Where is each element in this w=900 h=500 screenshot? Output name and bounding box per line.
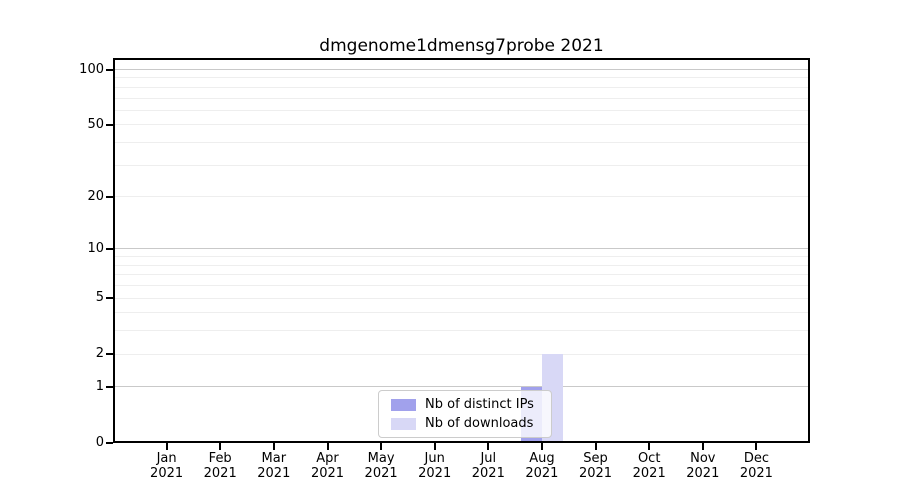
gridline-90 xyxy=(113,77,810,79)
legend-swatch-distinct-ips xyxy=(391,398,416,411)
legend: Nb of distinct IPs Nb of downloads xyxy=(378,390,552,438)
gridline-8 xyxy=(113,264,810,266)
x-tick-label-feb: Feb 2021 xyxy=(188,451,252,481)
gridline-100 xyxy=(113,69,810,70)
x-tick-label-sep: Sep 2021 xyxy=(564,451,628,481)
gridline-5 xyxy=(113,297,810,299)
x-tick-mark-oct xyxy=(648,443,651,450)
y-tick-label-5: 5 xyxy=(95,290,104,305)
y-tick-label-0: 0 xyxy=(95,435,104,450)
gridline-60 xyxy=(113,109,810,111)
gridline-30 xyxy=(113,164,810,166)
x-tick-label-jun: Jun 2021 xyxy=(403,451,467,481)
x-tick-year: 2021 xyxy=(632,466,666,481)
y-tick-mark-10 xyxy=(106,247,113,250)
gridline-20 xyxy=(113,196,810,198)
y-tick-mark-20 xyxy=(106,195,113,198)
x-tick-month: Feb xyxy=(208,451,232,466)
x-tick-label-aug: Aug 2021 xyxy=(510,451,574,481)
gridline-4 xyxy=(113,312,810,314)
y-tick-label-50: 50 xyxy=(87,116,104,132)
x-tick-label-oct: Oct 2021 xyxy=(617,451,681,481)
chart-title: dmgenome1dmensg7probe 2021 xyxy=(319,36,604,56)
x-tick-month: Jul xyxy=(480,451,497,466)
x-tick-month: Aug xyxy=(529,451,555,466)
x-tick-month: Apr xyxy=(316,451,339,466)
x-tick-mark-dec xyxy=(755,443,758,450)
x-tick-mark-may xyxy=(380,443,383,450)
gridline-3 xyxy=(113,330,810,332)
y-tick-label-2: 2 xyxy=(95,346,104,362)
x-tick-month: Dec xyxy=(743,451,769,466)
y-tick-mark-1 xyxy=(106,385,113,388)
y-tick-mark-50 xyxy=(106,123,113,126)
gridline-80 xyxy=(113,86,810,88)
x-tick-month: Jun xyxy=(424,451,445,466)
y-tick-mark-100 xyxy=(106,68,113,71)
x-tick-mark-mar xyxy=(272,443,275,450)
x-tick-label-dec: Dec 2021 xyxy=(724,451,788,481)
x-tick-mark-nov xyxy=(701,443,704,450)
x-tick-year: 2021 xyxy=(418,466,452,481)
x-tick-month: Oct xyxy=(637,451,661,466)
x-tick-year: 2021 xyxy=(471,466,505,481)
x-tick-label-may: May 2021 xyxy=(349,451,413,481)
x-tick-year: 2021 xyxy=(257,466,291,481)
x-tick-label-apr: Apr 2021 xyxy=(296,451,360,481)
legend-item-downloads: Nb of downloads xyxy=(391,416,551,431)
x-tick-mark-feb xyxy=(219,443,222,450)
x-tick-year: 2021 xyxy=(686,466,720,481)
x-tick-month: Jan xyxy=(156,451,177,466)
x-tick-mark-jan xyxy=(165,443,168,450)
x-tick-year: 2021 xyxy=(578,466,613,481)
legend-label-distinct-ips: Nb of distinct IPs xyxy=(425,397,534,412)
y-tick-mark-0 xyxy=(106,442,113,444)
gridline-2 xyxy=(113,353,810,355)
gridline-70 xyxy=(113,97,810,99)
x-tick-month: May xyxy=(367,451,395,466)
y-tick-mark-2 xyxy=(106,353,113,356)
x-tick-year: 2021 xyxy=(310,466,345,481)
y-tick-mark-5 xyxy=(106,297,113,299)
x-tick-label-mar: Mar 2021 xyxy=(242,451,306,481)
x-tick-mark-jul xyxy=(487,443,490,450)
gridline-40 xyxy=(113,142,810,143)
y-tick-label-20: 20 xyxy=(87,188,104,204)
gridline-10 xyxy=(113,248,810,250)
legend-item-distinct-ips: Nb of distinct IPs xyxy=(391,397,551,412)
y-tick-label-100: 100 xyxy=(79,61,104,77)
x-tick-year: 2021 xyxy=(525,466,559,481)
gridline-1 xyxy=(113,386,810,388)
x-tick-month: Sep xyxy=(583,451,608,466)
x-tick-year: 2021 xyxy=(364,466,398,481)
x-tick-year: 2021 xyxy=(150,466,184,481)
x-tick-month: Mar xyxy=(261,451,287,466)
x-tick-month: Nov xyxy=(690,451,716,466)
x-tick-year: 2021 xyxy=(739,466,773,481)
x-tick-mark-sep xyxy=(594,443,597,450)
gridline-7 xyxy=(113,274,810,276)
gridline-6 xyxy=(113,285,810,286)
plot-area xyxy=(113,58,810,443)
x-tick-mark-apr xyxy=(326,443,329,450)
x-tick-mark-aug xyxy=(540,443,543,450)
x-tick-label-nov: Nov 2021 xyxy=(671,451,735,481)
y-tick-label-1: 1 xyxy=(95,378,104,394)
x-tick-year: 2021 xyxy=(203,466,237,481)
x-tick-mark-jun xyxy=(433,443,436,450)
y-tick-label-10: 10 xyxy=(87,240,104,256)
legend-label-downloads: Nb of downloads xyxy=(425,416,534,431)
legend-swatch-downloads xyxy=(391,417,416,430)
x-tick-label-jan: Jan 2021 xyxy=(135,451,199,481)
gridline-9 xyxy=(113,256,810,258)
gridline-50 xyxy=(113,124,810,126)
x-tick-label-jul: Jul 2021 xyxy=(456,451,520,481)
